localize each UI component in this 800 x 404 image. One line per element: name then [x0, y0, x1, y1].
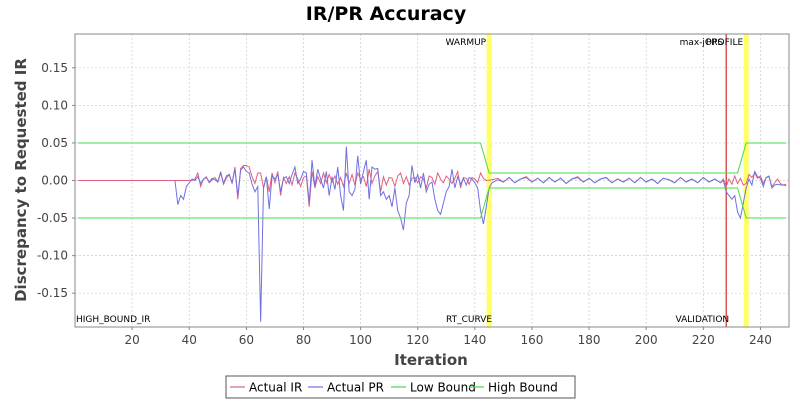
x-tick-label: 20: [124, 333, 139, 347]
x-tick-label: 100: [349, 333, 372, 347]
x-tick-label: 120: [406, 333, 429, 347]
y-tick-label: -0.15: [37, 286, 68, 300]
y-tick-label: -0.05: [37, 211, 68, 225]
marker-label: PROFILE: [706, 38, 744, 48]
plot-area: HIGH_BOUND_IR WARMUP RT_CURVE max-jOPS VALID…: [37, 33, 790, 347]
x-tick-label: 140: [463, 333, 486, 347]
x-tick-label: 60: [239, 333, 254, 347]
marker-label: WARMUP: [446, 38, 487, 48]
x-tick-label: 200: [635, 333, 658, 347]
x-tick-label: 80: [296, 333, 311, 347]
legend-entry: Actual IR: [249, 381, 302, 395]
x-tick-label: 40: [182, 333, 197, 347]
y-tick-label: 0.00: [41, 174, 68, 188]
x-tick-label: 240: [749, 333, 772, 347]
x-tick-label: 180: [578, 333, 601, 347]
y-tick-label: -0.10: [37, 249, 68, 263]
x-tick-label: 220: [692, 333, 715, 347]
marker-label: max-jOPS: [680, 38, 724, 48]
y-tick-label: 0.10: [41, 98, 68, 112]
series-line-low-bound: [77, 187, 787, 219]
x-tick-label: 160: [521, 333, 544, 347]
x-axis-label: Iteration: [394, 351, 468, 369]
marker-band: [743, 34, 749, 327]
marker-bottom-label: VALIDATION: [676, 315, 730, 325]
y-tick-label: 0.05: [41, 136, 68, 150]
legend-entry: Low Bound: [410, 381, 476, 395]
legend: Actual IR Actual PR Low Bound High Bound: [225, 375, 576, 399]
series-line-high-bound: [77, 142, 787, 174]
legend-entry: High Bound: [488, 381, 558, 395]
marker-bottom-label: RT_CURVE: [446, 315, 492, 325]
chart-title: IR/PR Accuracy: [306, 3, 467, 25]
y-tick-label: 0.15: [41, 61, 68, 75]
legend-entry: Actual PR: [327, 381, 384, 395]
y-axis-label: Discrepancy to Requested IR: [12, 58, 30, 302]
marker-bottom-label: HIGH_BOUND_IR: [76, 315, 150, 325]
series-line-actual-pr: [174, 146, 787, 322]
